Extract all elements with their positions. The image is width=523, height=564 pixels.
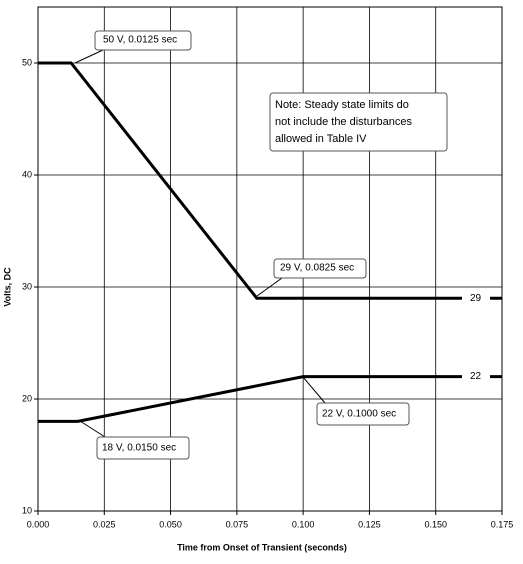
x-tick-label: 0.050 [159, 519, 182, 529]
y-tick-label: 50 [22, 57, 32, 67]
callout-box [94, 30, 192, 51]
note-box [269, 92, 448, 152]
callout-box [273, 258, 367, 279]
x-tick-label: 0.175 [491, 519, 514, 529]
plot-area [37, 6, 503, 512]
callout-text: 18 V, 0.0150 sec [102, 443, 176, 454]
callout-arrow [302, 376, 326, 404]
callout-box [96, 436, 190, 460]
end-label-bg [462, 291, 490, 305]
x-tick-label: 0.025 [93, 519, 116, 529]
callout-text: 22 V, 0.1000 sec [322, 409, 396, 420]
x-tick-label: 0.000 [27, 519, 50, 529]
x-tick-label: 0.150 [424, 519, 447, 529]
callout-arrow [256, 277, 283, 297]
x-tick-label: 0.125 [358, 519, 381, 529]
callout-text: 50 V, 0.0125 sec [103, 35, 177, 46]
note-line: allowed in Table IV [275, 133, 367, 145]
note-line: not include the disturbances [275, 116, 412, 128]
callout-arrow [79, 420, 106, 438]
note-line: Note: Steady state limits do [275, 99, 409, 111]
data-line [38, 375, 502, 423]
y-tick-label: 30 [22, 281, 32, 291]
y-tick-label: 20 [22, 393, 32, 403]
data-line [38, 61, 502, 300]
y-tick-label: 10 [22, 505, 32, 515]
x-tick-label: 0.075 [226, 519, 249, 529]
end-label: 29 [470, 293, 482, 304]
callout-text: 29 V, 0.0825 sec [280, 263, 354, 274]
callout-arrow [74, 49, 104, 64]
end-label-bg [462, 370, 490, 384]
end-label: 22 [470, 371, 482, 382]
x-axis-label: Time from Onset of Transient (seconds) [177, 542, 347, 552]
x-tick-label: 0.100 [292, 519, 315, 529]
y-axis-label: Volts, DC [2, 267, 12, 307]
y-tick-label: 40 [22, 169, 32, 179]
callout-box [316, 402, 410, 426]
